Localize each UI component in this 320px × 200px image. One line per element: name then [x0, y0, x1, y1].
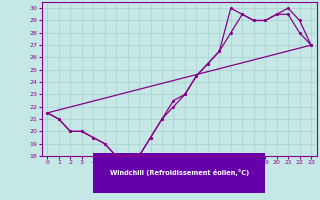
X-axis label: Windchill (Refroidissement éolien,°C): Windchill (Refroidissement éolien,°C) [109, 169, 249, 176]
